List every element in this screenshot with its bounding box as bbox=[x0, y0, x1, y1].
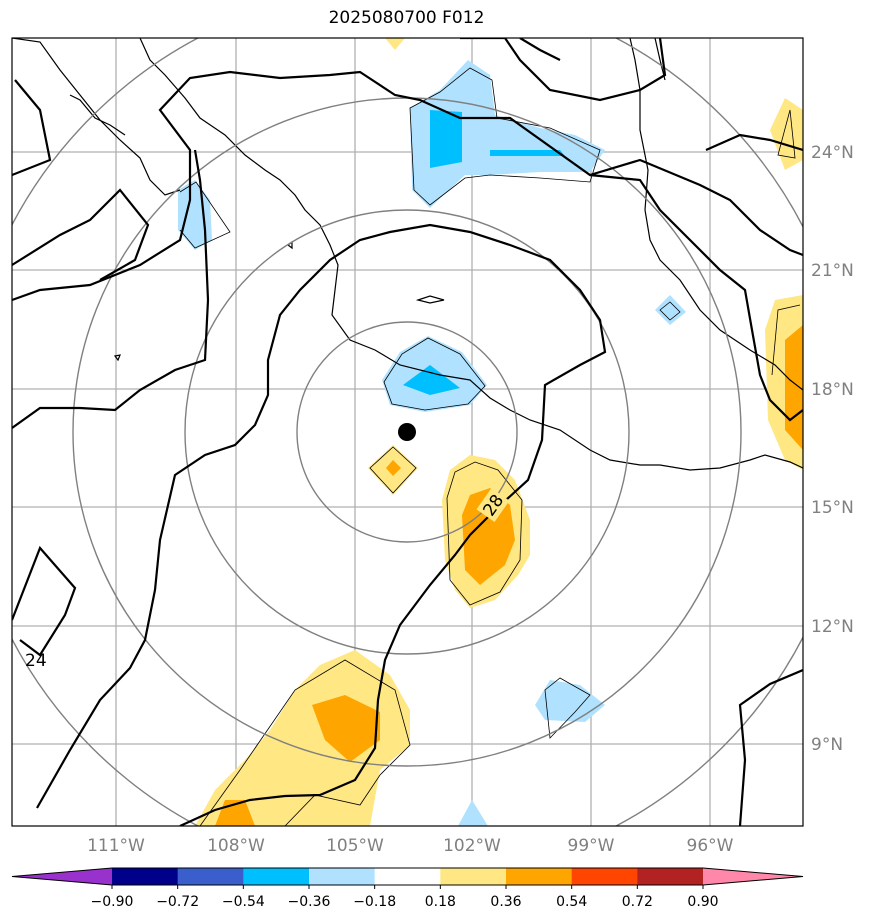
lon-label: 102°W bbox=[443, 836, 501, 856]
storm-center-marker bbox=[398, 423, 416, 441]
colorbar-tick-label: −0.90 bbox=[91, 894, 134, 910]
colorbar-tick-label: −0.54 bbox=[222, 894, 265, 910]
colorbar-tick-label: −0.72 bbox=[156, 894, 199, 910]
colorbar-segment bbox=[309, 868, 376, 885]
colorbar-tick-label: 0.90 bbox=[687, 894, 718, 910]
anomaly-outlines bbox=[179, 67, 801, 826]
lat-label: 12°N bbox=[811, 617, 854, 637]
lon-label: 111°W bbox=[87, 836, 145, 856]
colorbar-tick-label: 0.54 bbox=[556, 894, 587, 910]
lon-label: 105°W bbox=[326, 836, 384, 856]
colorbar-segment bbox=[112, 868, 179, 885]
lat-label: 15°N bbox=[811, 498, 854, 518]
positive-shading bbox=[195, 38, 803, 826]
colorbar-segment bbox=[243, 868, 310, 885]
colorbar-segment bbox=[571, 868, 638, 885]
negative-shading bbox=[178, 60, 686, 826]
colorbar: −0.90 −0.72 −0.54 −0.36 −0.18 0.18 0.36 0.54 0.7… bbox=[11, 867, 804, 910]
lon-label: 96°W bbox=[687, 836, 734, 856]
colorbar-extend-low bbox=[12, 868, 112, 885]
contour-label-24: 24 bbox=[25, 651, 47, 671]
map-frame bbox=[11, 37, 804, 827]
latitude-labels: 24°N 21°N 18°N 15°N 12°N 9°N bbox=[811, 143, 854, 755]
lat-label: 9°N bbox=[811, 735, 843, 755]
colorbar-segment bbox=[374, 868, 441, 885]
lat-label: 24°N bbox=[811, 143, 854, 163]
colorbar-tick-label: 0.36 bbox=[490, 894, 521, 910]
lat-label: 21°N bbox=[811, 261, 854, 281]
colorbar-segment bbox=[637, 868, 704, 885]
lat-label: 18°N bbox=[811, 380, 854, 400]
colorbar-segment bbox=[506, 868, 573, 885]
colorbar-segment bbox=[440, 868, 507, 885]
colorbar-tick-label: −0.36 bbox=[288, 894, 331, 910]
colorbar-extend-high bbox=[703, 868, 803, 885]
longitude-labels: 111°W 108°W 105°W 102°W 99°W 96°W bbox=[87, 836, 734, 856]
lon-label: 108°W bbox=[207, 836, 265, 856]
colorbar-segment bbox=[177, 868, 244, 885]
temperature-contours bbox=[12, 38, 803, 826]
colorbar-tick-label: 0.72 bbox=[622, 894, 653, 910]
coastlines bbox=[12, 38, 803, 471]
lon-label: 99°W bbox=[568, 836, 615, 856]
map-title: 2025080700 F012 bbox=[328, 8, 485, 28]
colorbar-tick-label: −0.18 bbox=[353, 894, 396, 910]
colorbar-tick-label: 0.18 bbox=[425, 894, 456, 910]
